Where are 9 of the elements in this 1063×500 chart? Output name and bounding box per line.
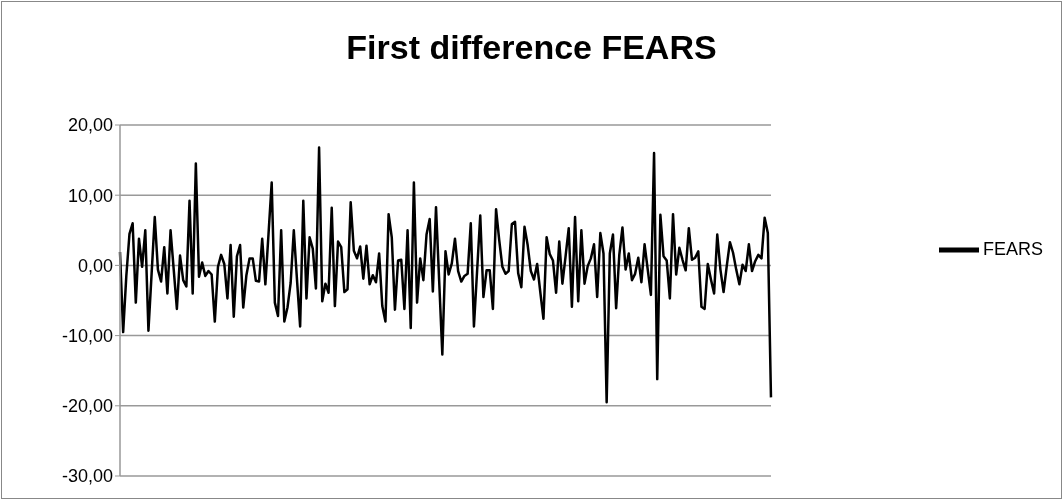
legend-label: FEARS [982,238,1043,259]
y-tick-label: 20,00 [67,115,113,136]
chart-title: First difference FEARS [345,28,718,67]
line-series [118,146,773,404]
y-tick-label: -30,00 [61,466,113,487]
y-tick-label: 10,00 [67,185,113,206]
y-tick-label: 0,00 [77,255,113,276]
y-tick-label: -10,00 [61,325,113,346]
y-tick-label: -20,00 [61,396,113,417]
